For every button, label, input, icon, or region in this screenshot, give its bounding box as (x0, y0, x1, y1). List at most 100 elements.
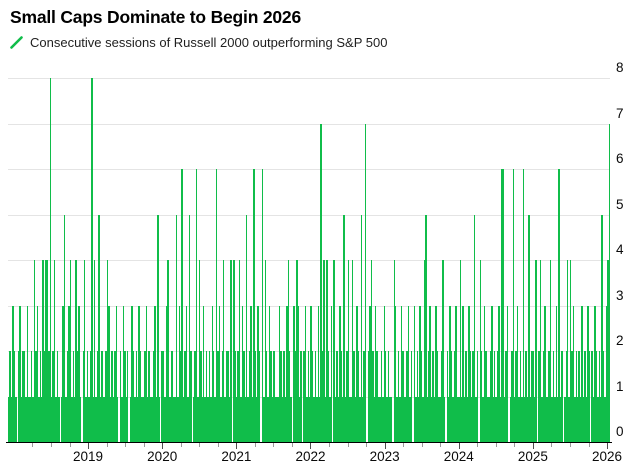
bar (406, 351, 408, 442)
bar (327, 351, 330, 442)
plot-area (8, 60, 611, 442)
bar (82, 351, 84, 442)
x-minor-tick (69, 443, 71, 447)
bar (149, 396, 152, 442)
bar (177, 396, 179, 442)
bar (95, 396, 97, 442)
x-minor-tick (329, 443, 331, 447)
bar (534, 396, 536, 442)
bar (12, 305, 14, 442)
bar (32, 396, 34, 442)
gridline-y7 (8, 123, 610, 125)
bar (244, 396, 246, 442)
bar (85, 396, 87, 442)
gridline-y5 (8, 214, 610, 216)
bar (584, 351, 586, 442)
bar (71, 396, 73, 442)
bar (134, 396, 136, 442)
bar (430, 396, 433, 442)
bar (360, 214, 363, 442)
bar (198, 260, 201, 442)
bar (221, 351, 224, 442)
bar (574, 396, 576, 442)
bar (439, 396, 441, 442)
bar (192, 396, 195, 442)
bar (479, 260, 482, 442)
bar (564, 396, 566, 442)
bar (435, 305, 437, 442)
bar (300, 351, 302, 442)
bar (326, 260, 328, 442)
bar (278, 305, 281, 442)
bar (582, 396, 585, 442)
bar (238, 260, 241, 442)
bar (254, 351, 256, 442)
bar (111, 351, 113, 442)
bar (376, 351, 378, 442)
bar (544, 305, 546, 442)
bar (433, 396, 436, 442)
bar (316, 396, 318, 442)
bar (400, 305, 403, 442)
bar (105, 351, 107, 442)
bar (522, 169, 525, 442)
bar (546, 396, 549, 442)
bar (426, 396, 428, 442)
x-minor-tick (106, 443, 108, 447)
bar (137, 396, 139, 442)
bar (194, 351, 196, 442)
bar (181, 169, 183, 442)
bar (290, 396, 292, 442)
bar (15, 396, 17, 442)
bar (139, 351, 142, 442)
bar (531, 351, 533, 442)
bar (273, 351, 275, 442)
bar (66, 351, 69, 442)
bar (595, 351, 598, 442)
bar (417, 396, 420, 442)
bar (148, 351, 150, 442)
bar (499, 396, 502, 442)
bar (62, 305, 64, 442)
bar (416, 351, 418, 442)
bar (38, 396, 40, 442)
bar (83, 260, 86, 442)
bar (200, 351, 202, 442)
bar (608, 123, 611, 442)
bar (581, 305, 583, 442)
bar (438, 396, 440, 442)
bar (559, 396, 562, 442)
bar (512, 169, 514, 442)
bar (28, 396, 30, 442)
x-axis-label-2020: 2020 (147, 449, 178, 464)
bar (29, 396, 31, 442)
bar (462, 305, 464, 442)
bar (591, 351, 593, 442)
bar (468, 305, 470, 442)
bar (532, 351, 535, 442)
bar (122, 305, 125, 442)
bar (68, 305, 70, 442)
bar (218, 305, 221, 442)
bar (145, 305, 148, 442)
bar (455, 305, 457, 442)
bar (276, 396, 278, 442)
x-axis-label-2022: 2022 (295, 449, 326, 464)
bar (575, 351, 578, 442)
bar (131, 305, 133, 442)
bar (393, 260, 396, 442)
bar (248, 351, 251, 442)
bar (579, 396, 582, 442)
bar (415, 396, 417, 442)
bar (304, 305, 307, 442)
bar (46, 260, 49, 442)
bar (319, 396, 321, 442)
bar (280, 351, 282, 442)
bar (182, 396, 185, 442)
bar (172, 396, 175, 442)
bar (49, 78, 52, 442)
y-axis-label-5: 5 (616, 196, 624, 212)
bar (164, 396, 166, 442)
bar (108, 305, 110, 442)
bar (542, 351, 545, 442)
